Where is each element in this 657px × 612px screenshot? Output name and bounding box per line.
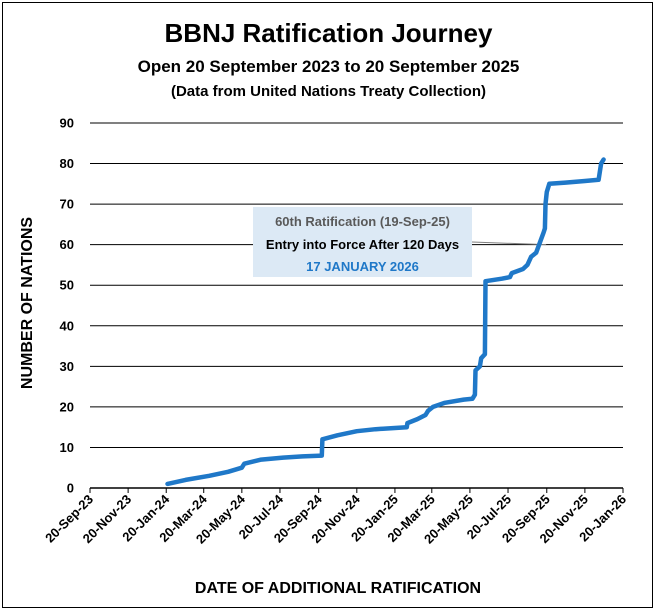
x-axis-label: DATE OF ADDITIONAL RATIFICATION	[195, 580, 481, 597]
y-tick-label-50: 50	[60, 278, 74, 293]
y-tick-label-0: 0	[67, 481, 74, 496]
annotation-leader-line	[471, 241, 547, 246]
y-tick-label-30: 30	[60, 359, 74, 374]
y-axis-tick-labels: 0 10 20 30 40 50 60 70 80 90	[60, 116, 74, 496]
y-tick-label-60: 60	[60, 237, 74, 252]
y-axis-label: NUMBER OF NATIONS	[19, 217, 36, 389]
x-axis-tick-labels: 20-Sep-2320-Nov-2320-Jan-2420-Mar-2420-M…	[42, 491, 629, 547]
annotation-date-line: 17 JANUARY 2026	[306, 259, 419, 274]
gridlines	[90, 122, 623, 448]
annotation-box: 60th Ratification (19-Sep-25) Entry into…	[253, 207, 472, 277]
annotation-ratification-line: 60th Ratification (19-Sep-25)	[275, 214, 450, 229]
y-tick-label-70: 70	[60, 197, 74, 212]
chart-title: BBNJ Ratification Journey	[164, 18, 493, 48]
annotation-entry-line: Entry into Force After 120 Days	[265, 237, 460, 252]
y-tick-label-40: 40	[60, 318, 74, 333]
x-axis	[89, 487, 624, 493]
chart-subtitle: Open 20 September 2023 to 20 September 2…	[137, 57, 520, 76]
y-tick-label-20: 20	[60, 399, 74, 414]
chart-source-note: (Data from United Nations Treaty Collect…	[170, 83, 487, 100]
ratification-series-line	[165, 157, 606, 487]
y-tick-label-90: 90	[60, 116, 74, 131]
y-tick-label-80: 80	[60, 156, 74, 171]
y-tick-label-10: 10	[60, 440, 74, 455]
